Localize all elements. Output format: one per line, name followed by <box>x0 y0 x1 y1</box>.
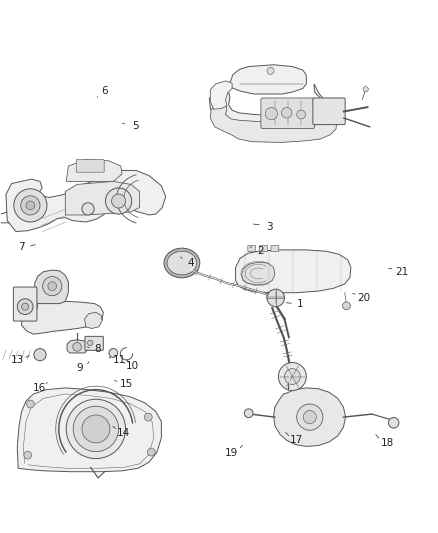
Text: 7: 7 <box>18 242 25 252</box>
PathPatch shape <box>267 290 284 304</box>
Circle shape <box>106 188 132 214</box>
PathPatch shape <box>85 312 102 328</box>
Text: 2: 2 <box>257 246 264 256</box>
Circle shape <box>297 404 323 430</box>
Text: 18: 18 <box>381 438 394 448</box>
FancyBboxPatch shape <box>76 159 104 172</box>
Circle shape <box>285 369 300 384</box>
FancyBboxPatch shape <box>260 246 268 252</box>
Circle shape <box>112 194 126 208</box>
FancyBboxPatch shape <box>271 246 279 252</box>
Circle shape <box>343 302 350 310</box>
Circle shape <box>82 415 110 443</box>
PathPatch shape <box>210 104 337 142</box>
PathPatch shape <box>274 388 346 446</box>
Text: 8: 8 <box>94 344 101 354</box>
Text: 19: 19 <box>225 448 238 458</box>
Circle shape <box>389 417 399 428</box>
Circle shape <box>265 108 278 120</box>
PathPatch shape <box>67 340 87 353</box>
Circle shape <box>73 343 81 351</box>
Circle shape <box>267 289 285 306</box>
Text: 16: 16 <box>32 383 46 393</box>
Circle shape <box>82 203 94 215</box>
PathPatch shape <box>66 159 122 181</box>
Circle shape <box>34 349 46 361</box>
Circle shape <box>244 409 253 417</box>
FancyBboxPatch shape <box>13 287 37 321</box>
Circle shape <box>145 413 152 421</box>
Circle shape <box>17 299 33 314</box>
Text: 1: 1 <box>297 298 303 309</box>
PathPatch shape <box>210 81 232 109</box>
PathPatch shape <box>236 250 351 293</box>
FancyBboxPatch shape <box>313 98 345 125</box>
Circle shape <box>267 67 274 75</box>
Text: 11: 11 <box>113 356 126 365</box>
Circle shape <box>26 400 34 408</box>
PathPatch shape <box>242 262 275 285</box>
Text: 3: 3 <box>266 222 272 232</box>
PathPatch shape <box>65 181 140 215</box>
Circle shape <box>73 406 119 451</box>
Circle shape <box>303 410 316 424</box>
PathPatch shape <box>23 301 38 316</box>
Text: 10: 10 <box>126 361 139 371</box>
Circle shape <box>109 349 118 357</box>
Circle shape <box>279 362 306 391</box>
Text: 15: 15 <box>120 379 133 390</box>
FancyBboxPatch shape <box>85 336 103 350</box>
Text: 4: 4 <box>187 258 194 268</box>
FancyBboxPatch shape <box>248 246 256 252</box>
PathPatch shape <box>35 270 68 304</box>
PathPatch shape <box>17 388 161 472</box>
Text: 21: 21 <box>395 266 408 277</box>
Text: 5: 5 <box>132 121 138 131</box>
PathPatch shape <box>230 65 306 94</box>
PathPatch shape <box>21 301 103 334</box>
Ellipse shape <box>164 248 200 278</box>
Circle shape <box>21 196 40 215</box>
Text: 14: 14 <box>117 429 131 438</box>
Circle shape <box>148 448 155 456</box>
Circle shape <box>48 282 57 290</box>
Circle shape <box>66 399 126 458</box>
Text: 20: 20 <box>357 293 371 303</box>
Ellipse shape <box>167 251 197 275</box>
FancyBboxPatch shape <box>261 98 314 128</box>
Circle shape <box>42 277 62 296</box>
Circle shape <box>363 87 368 92</box>
PathPatch shape <box>209 84 327 135</box>
Circle shape <box>297 110 305 119</box>
Circle shape <box>88 340 93 345</box>
Text: 6: 6 <box>101 86 108 96</box>
Text: 13: 13 <box>11 356 24 365</box>
PathPatch shape <box>6 171 166 231</box>
Text: 17: 17 <box>290 435 304 445</box>
Circle shape <box>282 108 292 118</box>
Text: 9: 9 <box>77 363 84 373</box>
Circle shape <box>14 189 47 222</box>
Circle shape <box>26 201 35 210</box>
Circle shape <box>21 303 28 310</box>
Circle shape <box>24 451 32 459</box>
